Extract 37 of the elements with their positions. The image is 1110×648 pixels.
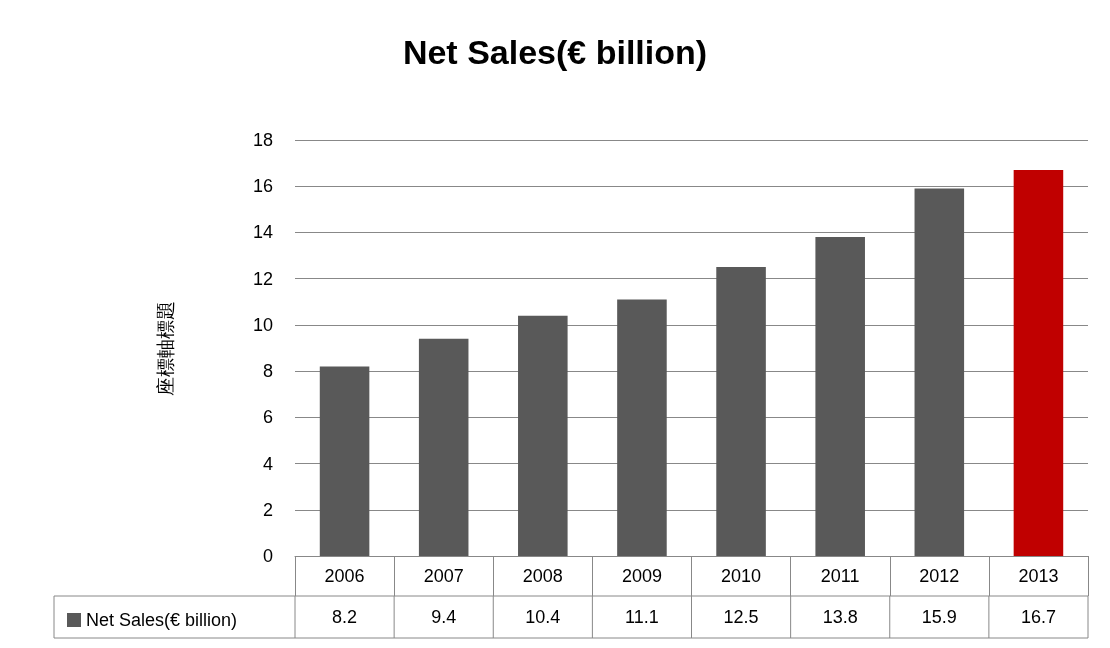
- x-tick-label: 2012: [919, 566, 960, 586]
- y-tick-label: 0: [262, 546, 273, 566]
- data-label: 8.2: [332, 607, 358, 627]
- y-tick-label: 12: [252, 268, 273, 289]
- data-label: 10.4: [525, 607, 561, 627]
- y-tick-label: 8: [262, 361, 273, 382]
- data-label: 15.9: [921, 607, 957, 627]
- y-tick-label: 14: [252, 222, 273, 243]
- legend-label: Net Sales(€ billion): [86, 610, 238, 630]
- bar: [319, 366, 370, 556]
- y-tick-label: 2: [262, 499, 273, 520]
- data-label: 16.7: [1020, 607, 1056, 627]
- x-tick-label: 2008: [522, 566, 563, 586]
- x-tick-label: 2013: [1018, 566, 1059, 586]
- bar: [914, 188, 965, 556]
- bar: [815, 237, 865, 556]
- bar: [418, 338, 469, 556]
- bar: [617, 299, 667, 556]
- x-tick-label: 2011: [820, 566, 860, 586]
- bar: [518, 315, 568, 556]
- y-tick-label: 16: [252, 176, 273, 197]
- y-tick-label: 6: [262, 407, 273, 428]
- bar: [1013, 170, 1064, 556]
- bar: [716, 267, 766, 556]
- data-label: 11.1: [625, 607, 659, 627]
- data-label: 12.5: [723, 607, 759, 627]
- x-tick-label: 2006: [324, 566, 365, 586]
- data-label: 13.8: [822, 607, 858, 627]
- x-tick-label: 2007: [423, 566, 464, 586]
- data-label: 9.4: [431, 607, 457, 627]
- x-tick-label: 2010: [721, 566, 762, 586]
- chart-title: Net Sales(€ billion): [402, 33, 708, 71]
- y-tick-label: 4: [262, 453, 273, 474]
- y-tick-label: 10: [252, 314, 273, 335]
- y-axis-title: 座標軸標題: [155, 300, 176, 396]
- x-tick-label: 2009: [621, 566, 662, 586]
- y-tick-label: 18: [252, 130, 273, 150]
